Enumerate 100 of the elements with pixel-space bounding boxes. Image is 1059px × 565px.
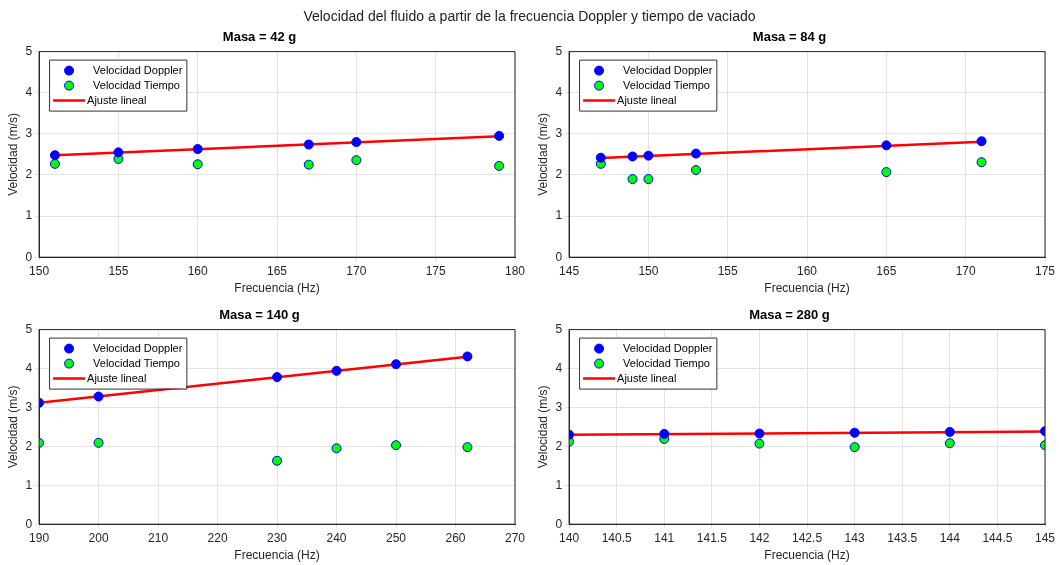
point (944, 426, 955, 437)
x-tick-label: 240 (326, 530, 347, 545)
x-tick-label: 144.5 (982, 530, 1013, 545)
x-tick-label: 165 (267, 263, 288, 278)
legend-label: Ajuste lineal (87, 93, 147, 106)
y-tick-label: 2 (25, 438, 33, 453)
y-tick-label: 1 (555, 477, 563, 492)
legend-label: Velocidad Tiempo (623, 78, 710, 91)
y-tick-label: 2 (555, 438, 563, 453)
y-axis-title: Velocidad (m/s) (5, 385, 20, 469)
point (881, 140, 892, 151)
point (849, 442, 860, 453)
chart-title: Masa = 280 g (749, 307, 830, 323)
point (351, 137, 362, 148)
x-axis-title: Frecuencia (Hz) (234, 548, 320, 563)
y-tick-label: 0 (555, 249, 563, 264)
y-tick-label: 4 (25, 360, 33, 375)
point (494, 130, 505, 141)
x-tick-label: 210 (148, 530, 169, 545)
x-tick-label: 160 (187, 263, 209, 278)
point (881, 167, 892, 178)
point (976, 157, 987, 168)
y-axis-title: Velocidad (m/s) (5, 113, 20, 196)
point (303, 139, 314, 150)
y-tick-label: 1 (25, 208, 33, 223)
point (462, 442, 473, 453)
x-tick-label: 155 (717, 263, 739, 278)
x-tick-label: 143.5 (887, 530, 918, 545)
y-tick-label: 3 (555, 399, 563, 414)
x-tick-label: 141 (654, 530, 675, 545)
x-tick-label: 175 (1034, 263, 1056, 278)
x-tick-label: 165 (876, 263, 897, 278)
legend-label: Velocidad Doppler (623, 341, 713, 354)
x-tick-label: 250 (386, 530, 407, 545)
chart-title: Masa = 42 g (222, 29, 297, 45)
legend-label: Ajuste lineal (617, 93, 677, 106)
x-tick-label: 230 (267, 530, 288, 545)
x-axis-title: Frecuencia (Hz) (234, 281, 320, 296)
legend-label: Velocidad Doppler (93, 63, 183, 76)
x-tick-label: 220 (207, 530, 228, 545)
y-tick-label: 0 (25, 249, 33, 264)
x-tick-label: 145 (559, 263, 580, 278)
point (49, 158, 60, 169)
point (944, 438, 955, 449)
point (192, 144, 203, 155)
legend-label: Velocidad Tiempo (93, 78, 180, 91)
point (351, 155, 362, 166)
x-tick-label: 145 (1034, 530, 1056, 545)
x-tick-label: 200 (88, 530, 109, 545)
point (272, 372, 283, 383)
legend-label: Ajuste lineal (87, 371, 147, 384)
point (93, 437, 104, 448)
x-tick-label: 144 (939, 530, 961, 545)
x-tick-label: 180 (504, 263, 526, 278)
y-tick-label: 5 (25, 43, 33, 58)
x-tick-label: 142.5 (792, 530, 823, 545)
point (754, 428, 765, 439)
point (49, 150, 60, 161)
y-tick-label: 4 (555, 360, 563, 375)
x-tick-label: 150 (29, 263, 50, 278)
point (643, 150, 654, 161)
x-tick-label: 170 (955, 263, 977, 278)
y-tick-label: 4 (25, 85, 33, 100)
x-tick-label: 143 (844, 530, 865, 545)
point (627, 174, 638, 185)
point (690, 165, 701, 176)
point (272, 455, 283, 466)
x-tick-label: 140.5 (601, 530, 633, 545)
y-tick-label: 2 (25, 167, 33, 182)
x-tick-label: 170 (346, 263, 367, 278)
legend-label: Velocidad Tiempo (623, 356, 710, 369)
point (331, 365, 342, 376)
point (643, 174, 654, 185)
y-tick-label: 5 (555, 43, 563, 58)
x-axis-title: Frecuencia (Hz) (764, 281, 850, 296)
y-tick-label: 0 (555, 516, 563, 531)
legend-label: Velocidad Doppler (93, 341, 183, 354)
y-tick-label: 1 (25, 477, 33, 492)
point (331, 443, 342, 454)
x-tick-label: 175 (425, 263, 447, 278)
point (690, 148, 701, 159)
y-tick-label: 0 (25, 516, 33, 531)
x-tick-label: 260 (445, 530, 466, 545)
x-tick-label: 160 (797, 263, 818, 278)
x-tick-label: 190 (29, 530, 50, 545)
y-tick-label: 3 (555, 126, 563, 141)
point (113, 147, 124, 158)
y-axis-title: Velocidad (m/s) (535, 113, 550, 196)
point (595, 152, 606, 163)
point (754, 438, 765, 449)
x-tick-label: 270 (504, 530, 526, 545)
legend-label: Velocidad Tiempo (93, 356, 180, 369)
point (93, 391, 104, 402)
point (391, 359, 402, 370)
chart-title: Masa = 140 g (219, 307, 300, 323)
point (462, 351, 473, 362)
point (391, 440, 402, 451)
legend-label: Ajuste lineal (617, 371, 677, 384)
y-tick-label: 4 (555, 85, 563, 100)
y-axis-title: Velocidad (m/s) (535, 385, 550, 469)
